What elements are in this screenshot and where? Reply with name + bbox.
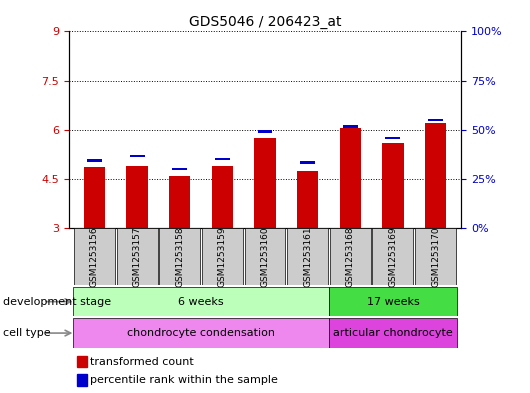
- Bar: [254, 138, 276, 228]
- Bar: [73, 318, 329, 348]
- Bar: [300, 161, 315, 164]
- Bar: [340, 128, 361, 228]
- Bar: [415, 228, 456, 285]
- Bar: [127, 166, 148, 228]
- Text: articular chondrocyte: articular chondrocyte: [333, 328, 453, 338]
- Bar: [382, 143, 403, 228]
- Text: chondrocyte condensation: chondrocyte condensation: [127, 328, 275, 338]
- Bar: [117, 228, 157, 285]
- Bar: [160, 228, 200, 285]
- Bar: [169, 176, 190, 228]
- Bar: [87, 160, 102, 162]
- Bar: [73, 287, 329, 316]
- Bar: [385, 137, 400, 139]
- Bar: [211, 166, 233, 228]
- Text: transformed count: transformed count: [91, 356, 194, 367]
- Text: GSM1253158: GSM1253158: [175, 226, 184, 287]
- Text: GSM1253168: GSM1253168: [346, 226, 355, 287]
- Text: cell type: cell type: [3, 328, 50, 338]
- Text: GSM1253157: GSM1253157: [132, 226, 142, 287]
- Bar: [425, 123, 446, 228]
- Text: development stage: development stage: [3, 297, 111, 307]
- Bar: [77, 356, 86, 367]
- Bar: [297, 171, 319, 228]
- Bar: [244, 228, 286, 285]
- Title: GDS5046 / 206423_at: GDS5046 / 206423_at: [189, 15, 341, 29]
- Bar: [202, 228, 243, 285]
- Bar: [329, 287, 457, 316]
- Text: GSM1253156: GSM1253156: [90, 226, 99, 287]
- Bar: [258, 130, 272, 133]
- Bar: [172, 168, 187, 170]
- Bar: [130, 154, 145, 157]
- Bar: [329, 318, 457, 348]
- Bar: [287, 228, 328, 285]
- Bar: [74, 228, 115, 285]
- Bar: [330, 228, 370, 285]
- Bar: [343, 125, 358, 128]
- Bar: [215, 158, 230, 160]
- Text: percentile rank within the sample: percentile rank within the sample: [91, 375, 278, 385]
- Text: GSM1253161: GSM1253161: [303, 226, 312, 287]
- Text: 6 weeks: 6 weeks: [178, 297, 224, 307]
- Text: GSM1253159: GSM1253159: [218, 226, 227, 287]
- Text: 17 weeks: 17 weeks: [367, 297, 419, 307]
- Bar: [84, 167, 105, 228]
- Bar: [428, 119, 443, 121]
- Text: GSM1253170: GSM1253170: [431, 226, 440, 287]
- Text: GSM1253169: GSM1253169: [388, 226, 398, 287]
- Bar: [373, 228, 413, 285]
- Bar: [77, 374, 86, 386]
- Text: GSM1253160: GSM1253160: [261, 226, 269, 287]
